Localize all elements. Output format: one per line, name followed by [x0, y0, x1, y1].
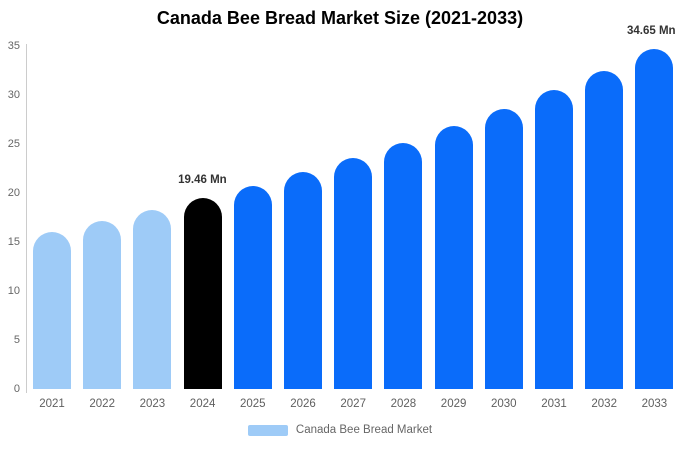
x-tick-2026: 2026: [290, 398, 316, 410]
y-tick-30: 30: [7, 88, 20, 101]
y-tick-5: 5: [13, 333, 20, 346]
bar-2031: [535, 90, 573, 389]
y-tick-15: 15: [7, 235, 20, 248]
bar-2026: [284, 172, 322, 389]
y-tick-20: 20: [7, 186, 20, 199]
y-tick-10: 10: [7, 284, 20, 297]
bar-2028: [384, 142, 423, 389]
y-axis-line: [26, 44, 27, 393]
bar-2029: [434, 126, 473, 389]
x-tick-2024: 2024: [189, 398, 216, 410]
x-tick-2022: 2022: [89, 398, 115, 410]
y-tick-35: 35: [7, 39, 20, 52]
bar-2024: [183, 198, 222, 389]
x-tick-2030: 2030: [491, 398, 517, 410]
x-tick-2031: 2031: [541, 398, 567, 410]
y-tick-25: 25: [7, 137, 20, 150]
legend-swatch: [247, 424, 288, 436]
legend: Canada Bee Bread Market: [0, 424, 680, 436]
bar-2023: [133, 210, 172, 389]
x-tick-2025: 2025: [240, 398, 266, 410]
bar-2032: [585, 70, 624, 389]
bar-2025: [233, 185, 272, 389]
y-tick-0: 0: [13, 382, 20, 395]
x-tick-2027: 2027: [340, 398, 366, 410]
annotation-2024: 19.46 Mn: [178, 174, 227, 187]
x-tick-2021: 2021: [39, 398, 65, 410]
bar-2022: [83, 221, 122, 389]
bar-2027: [334, 157, 373, 389]
x-tick-2023: 2023: [139, 398, 166, 410]
x-tick-2032: 2032: [591, 398, 617, 410]
annotation-2033: 34.65 Mn: [627, 25, 676, 38]
bar-2033: [635, 49, 674, 389]
legend-label: Canada Bee Bread Market: [295, 424, 433, 436]
bar-2030: [484, 108, 523, 389]
x-tick-2029: 2029: [440, 398, 467, 410]
x-tick-2028: 2028: [390, 398, 417, 410]
chart-title: Canada Bee Bread Market Size (2021-2033): [156, 8, 524, 28]
x-tick-2033: 2033: [641, 398, 668, 410]
bar-2021: [33, 231, 71, 389]
